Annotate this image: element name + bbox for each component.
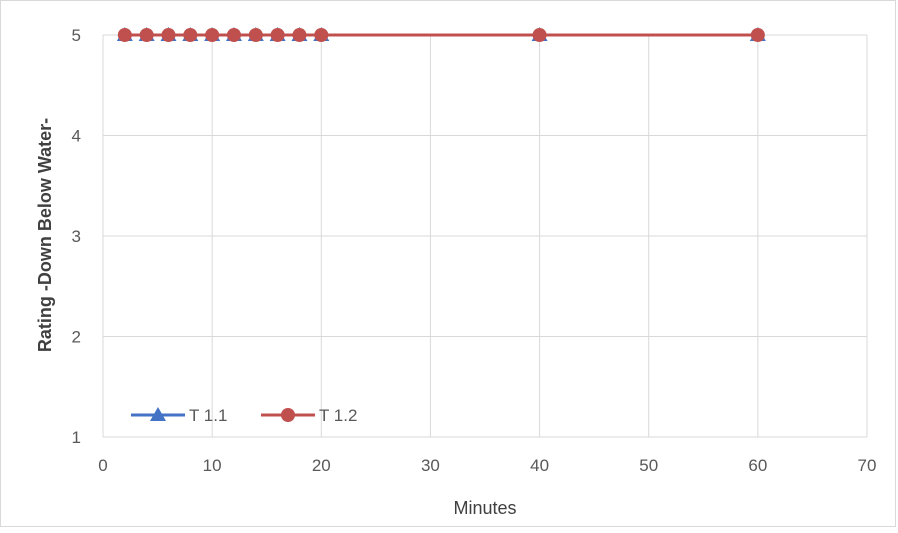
legend-label: T 1.1 (189, 406, 227, 425)
y-tick-label: 5 (72, 26, 81, 45)
legend-item: T 1.2 (261, 406, 357, 425)
legend-label: T 1.2 (319, 406, 357, 425)
series-layer (116, 27, 766, 42)
legend-marker (281, 408, 295, 422)
x-tick-label: 20 (312, 456, 331, 475)
y-tick-label: 2 (72, 328, 81, 347)
legend: T 1.1 T 1.2 (131, 406, 357, 425)
data-point (205, 28, 220, 42)
series-T-1-2 (117, 28, 765, 42)
y-tick-label: 4 (72, 127, 81, 146)
y-axis-title: Rating -Down Below Water- (35, 118, 55, 352)
x-tick-label: 40 (530, 456, 549, 475)
data-point (292, 28, 307, 42)
data-point (314, 28, 329, 42)
data-point (161, 28, 176, 42)
data-point (183, 28, 198, 42)
data-point (139, 28, 154, 42)
data-point (270, 28, 285, 42)
x-tick-label: 30 (421, 456, 440, 475)
data-point (226, 28, 241, 42)
x-tick-label: 60 (748, 456, 767, 475)
x-tick-label: 0 (98, 456, 107, 475)
x-tick-label: 50 (639, 456, 658, 475)
legend-marker (150, 407, 166, 421)
x-axis-title: Minutes (453, 498, 516, 518)
data-point (750, 28, 765, 42)
y-tick-label: 1 (72, 428, 81, 447)
grid-layer (102, 34, 868, 438)
data-point (532, 28, 547, 42)
data-point (248, 28, 263, 42)
axis-layer: 0 10 20 30 40 50 60 70 1 2 3 4 5 (72, 26, 877, 475)
legend-item: T 1.1 (131, 406, 227, 425)
data-point (117, 28, 132, 42)
y-tick-label: 3 (72, 227, 81, 246)
x-tick-label: 10 (203, 456, 222, 475)
x-tick-label: 70 (858, 456, 877, 475)
